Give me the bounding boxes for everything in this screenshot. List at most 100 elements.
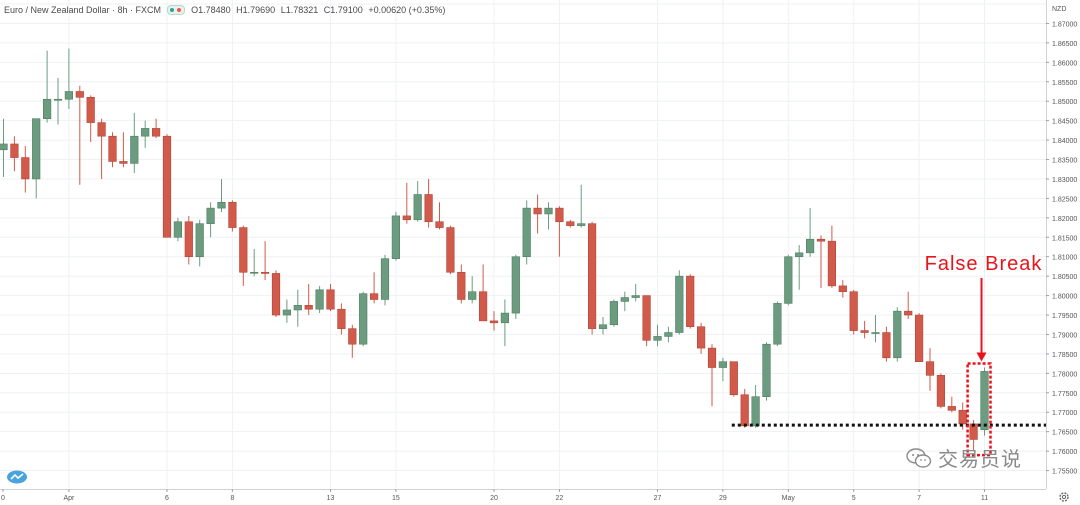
ohlc-readout: O1.78480 H1.79690 L1.78321 C1.79100 +0.0… <box>191 5 448 15</box>
candle-up <box>805 238 815 254</box>
price-axis[interactable]: NZD 1.75500 1.76000 1.76500 1.77000 1.77500 1.… <box>1046 0 1080 505</box>
candle-down <box>566 221 575 226</box>
candle-down <box>740 394 749 427</box>
candle-down <box>446 227 455 273</box>
watermark: 交易员说 <box>906 443 1022 472</box>
candle-up <box>773 303 782 345</box>
candle-down <box>838 285 847 293</box>
candle-up <box>173 221 183 238</box>
candle-up <box>64 91 73 100</box>
candle-down <box>958 409 967 425</box>
close-value: C1.79100 <box>323 5 363 15</box>
candle-down <box>849 291 858 331</box>
candle-down <box>816 238 826 242</box>
candle-down <box>86 97 95 123</box>
candle-up <box>598 324 608 329</box>
price-tick-label: 1.84000 <box>1052 138 1077 145</box>
candle-up <box>980 371 989 431</box>
candle-up <box>751 396 760 427</box>
candle-up <box>511 256 520 314</box>
candle-down <box>21 157 30 180</box>
time-axis[interactable]: 0 Apr 6 8 13 15 20 22 27 29 May 5 7 11 <box>0 489 1046 505</box>
candle-up <box>315 289 324 310</box>
candle-down <box>10 143 19 158</box>
tradingview-logo-icon[interactable] <box>6 470 28 484</box>
candle-down <box>555 207 564 223</box>
candle-down <box>729 361 738 396</box>
candle-down <box>587 223 597 329</box>
candle-down <box>882 332 891 359</box>
candle-up <box>42 98 52 119</box>
candle-down <box>152 128 161 137</box>
candle-down <box>108 135 117 162</box>
false-break-label: False Break <box>925 253 1043 275</box>
time-axis-background <box>0 489 1046 505</box>
candle-up <box>609 301 618 326</box>
candle-up <box>675 275 684 333</box>
candle-up <box>653 336 662 341</box>
candle-up <box>206 207 215 224</box>
price-tick-label: 1.86000 <box>1052 60 1077 67</box>
candle-up <box>762 343 771 397</box>
candle-down <box>489 320 499 324</box>
candle-up <box>380 258 390 300</box>
settings-gear-icon[interactable] <box>1058 491 1070 503</box>
visibility-eye-icon[interactable] <box>167 5 186 15</box>
candle-down <box>271 273 281 316</box>
time-tick-label: Apr <box>63 495 75 502</box>
price-tick-label: 1.75500 <box>1052 469 1077 476</box>
open-value: O1.78480 <box>191 5 231 15</box>
chart-header: Euro / New Zealand Dollar · 8h · FXCM O1… <box>4 5 448 15</box>
price-tick-label: 1.82000 <box>1052 216 1077 223</box>
time-tick-label: 13 <box>327 495 335 502</box>
time-tick-label: 27 <box>654 495 662 502</box>
candle-up <box>795 252 804 258</box>
price-tick-label: 1.79500 <box>1052 313 1077 320</box>
price-tick-label: 1.83000 <box>1052 177 1077 184</box>
time-tick-label: 5 <box>852 495 856 502</box>
candle-up <box>577 223 586 226</box>
candle-down <box>260 271 270 274</box>
candle-down <box>860 330 869 333</box>
time-tick-label: 20 <box>490 495 498 502</box>
time-tick-label: 29 <box>719 495 727 502</box>
high-value: H1.79690 <box>236 5 276 15</box>
candle-down <box>457 271 466 300</box>
change-value: +0.00620 (+0.35%) <box>368 5 446 15</box>
candle-down <box>533 207 542 215</box>
candle-up <box>664 332 673 337</box>
candle-down <box>696 326 706 349</box>
candle-up <box>871 332 880 334</box>
price-axis-background <box>1046 0 1080 505</box>
candle-up <box>0 143 8 151</box>
candle-up <box>631 295 640 298</box>
symbol-title[interactable]: Euro / New Zealand Dollar · 8h · FXCM <box>4 5 162 15</box>
candle-down <box>936 375 945 407</box>
candle-up <box>293 305 302 311</box>
price-tick-label: 1.80500 <box>1052 274 1077 281</box>
price-tick-label: 1.85500 <box>1052 80 1077 87</box>
candle-down <box>686 275 695 328</box>
candle-up <box>468 291 477 300</box>
candle-down <box>947 406 956 411</box>
candle-down <box>75 91 84 98</box>
false-break-highlight-box <box>966 362 992 457</box>
price-tick-label: 1.78500 <box>1052 352 1077 359</box>
price-tick-label: 1.81500 <box>1052 235 1077 242</box>
candle-up <box>391 215 401 259</box>
price-tick-label: 1.80000 <box>1052 294 1077 301</box>
price-tick-label: 1.79000 <box>1052 332 1077 339</box>
candle-down <box>119 161 128 164</box>
price-tick-label: 1.78000 <box>1052 371 1077 378</box>
false-break-arrow <box>976 278 987 362</box>
candle-up <box>53 98 63 101</box>
candle-up <box>32 118 41 180</box>
candle-down <box>162 135 172 238</box>
candle-up <box>413 194 422 221</box>
candle-down <box>827 240 836 287</box>
price-tick-label: 1.81000 <box>1052 255 1077 262</box>
candle-up <box>718 361 727 368</box>
candle-up <box>359 293 368 345</box>
low-value: L1.78321 <box>280 5 319 15</box>
